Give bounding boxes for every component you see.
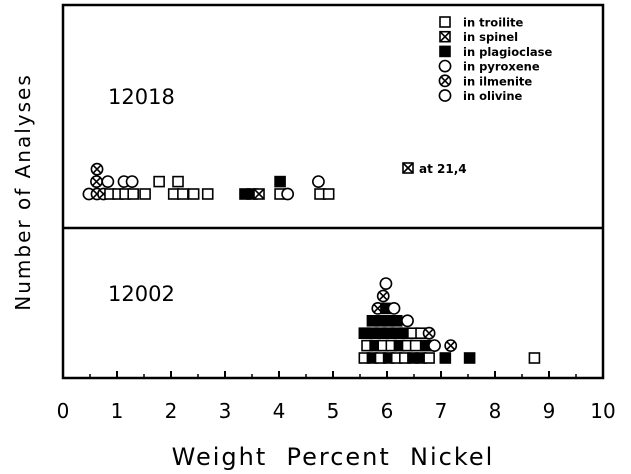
data-point-ilmenite [422,326,436,340]
legend-crossed-circle-marker [438,74,452,88]
x-tick-label: 8 [489,399,502,423]
legend-item-ilmenite: in ilmenite [438,74,532,88]
data-point-plagioclase [463,352,476,364]
data-point-troilite [187,188,200,200]
x-tick-label: 10 [590,399,615,423]
legend-item-troilite: in troilite [439,16,524,30]
legend-item-olivine: in olivine [438,89,523,103]
legend-label: in spinel [463,30,518,44]
data-markers [82,162,541,364]
legend-label: in plagioclase [463,45,553,59]
x-tick-label: 7 [435,399,448,423]
x-axis: 0 1 2 3 4 5 6 7 8 9 10 [57,371,616,423]
data-point-troilite [528,352,541,364]
x-tick-label: 0 [57,399,70,423]
data-point-pyroxene [379,277,393,290]
crossed-square-marker [402,162,414,174]
data-point-plagioclase [439,352,452,364]
data-point-pyroxene [401,314,414,328]
data-point-troilite [201,188,214,200]
legend-item-spinel: in spinel [439,30,518,44]
legend-item-plagioclase: in plagioclase [439,45,553,59]
x-tick-label: 5 [327,399,340,423]
legend-filled-square-marker [439,45,451,58]
data-point-ilmenite [376,289,390,303]
y-axis-title: Number of Analyses [11,73,35,310]
legend-label: in pyroxene [463,60,540,74]
data-point-spinel [253,188,265,200]
data-point-plagioclase [390,314,403,327]
data-point-ilmenite [90,162,104,176]
legend-open-circle-marker [438,89,452,102]
data-point-pyroxene [428,339,441,352]
x-tick-label: 3 [219,399,232,423]
annotation-at-21-4: at 21,4 [402,162,467,176]
legend-item-pyroxene: in pyroxene [438,59,540,74]
data-point-pyroxene [312,175,325,188]
data-point-ilmenite [444,339,458,352]
x-axis-title: Weight Percent Nickel [172,443,495,471]
legend-open-circle-marker [438,59,452,73]
x-tick-label: 1 [111,399,124,423]
data-point-pyroxene [387,301,401,315]
data-point-pyroxene [125,175,139,188]
data-point-troilite [139,188,151,200]
x-tick-label: 9 [543,399,556,423]
panel-title-12002: 12002 [108,282,175,306]
x-tick-label: 6 [381,399,394,423]
legend-label: in ilmenite [463,74,532,88]
data-point-troilite [177,188,189,200]
legend-open-square-marker [439,16,451,28]
data-point-pyroxene [281,187,295,201]
data-point-troilite [322,188,335,200]
annotation-marker [402,162,414,174]
legend-crossed-square-marker [439,30,451,43]
data-point-ilmenite [90,175,103,188]
data-point-troilite [127,188,139,200]
data-point-plagioclase [274,175,286,188]
data-point-pyroxene [101,175,115,188]
legend-label: in troilite [463,16,524,30]
data-point-troilite [409,339,422,352]
x-tick-label: 4 [273,399,286,423]
data-point-troilite [172,175,184,188]
data-point-troilite [153,175,165,188]
annotation-text: at 21,4 [419,162,467,176]
panel-title-12018: 12018 [108,85,175,109]
legend-label: in olivine [463,89,523,103]
data-point-troilite [423,352,435,364]
x-tick-label: 2 [165,399,178,423]
